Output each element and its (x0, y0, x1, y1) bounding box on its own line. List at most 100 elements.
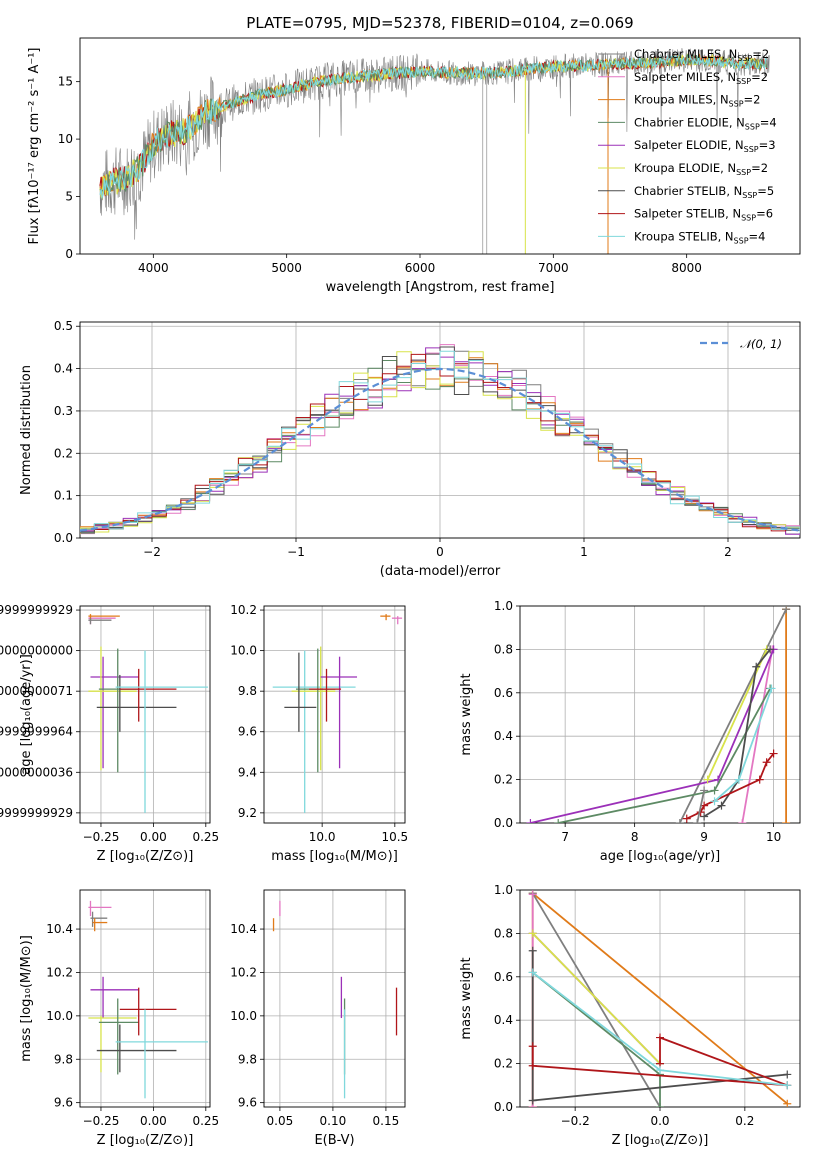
age_mass_weight-xtick-label: 9 (700, 830, 708, 844)
mass_vs_Z-frame (79, 889, 211, 1108)
mass-weight-marker (734, 775, 743, 784)
age_vs_mass-ytick-label: 9.2 (238, 806, 257, 820)
Z_mass_weight-xtick-label: 0.2 (735, 1114, 754, 1128)
spectrum-xtick-label: 5000 (271, 261, 302, 275)
spectrum-lines (99, 48, 770, 254)
mass_vs_ebv-ytick-label: 10.2 (230, 965, 257, 979)
residuals-ytick-label: 0.0 (54, 531, 73, 545)
mass-weight-line (741, 649, 774, 823)
mass_vs_ebv-xtick-label: 0.10 (320, 1114, 347, 1128)
spectrum-panel: 4000 5000 6000 7000 8000 0 5 10 15 wavelength [An… (27, 37, 801, 295)
legend-entry: Salpeter MILES, NSSP=2 (634, 70, 768, 86)
mass-weight-marker (755, 775, 764, 784)
Z_mass_weight-ytick-label: 0.8 (494, 926, 513, 940)
age_vs_Z-ylabel: age [log₁₀(age/yr)] (19, 654, 34, 775)
mass_vs_Z-xtick-label: 0.25 (192, 1114, 219, 1128)
mass-weight-marker (528, 968, 537, 977)
age_vs_Z-ytick-label: 9.59999999999999964 (0, 725, 73, 739)
mass-weight-marker (528, 1042, 537, 1051)
mass_vs_ebv-points (272, 900, 398, 1099)
mass-weight-marker (782, 819, 791, 823)
mass_vs_Z-ytick-label: 10.0 (46, 1009, 73, 1023)
age_mass_weight-xtick-label: 8 (631, 830, 639, 844)
mass-weight-marker (700, 812, 709, 821)
Z_mass_weight-panel: −0.2 0.0 0.2 0.0 0.2 0.4 0.6 0.8 1.0 Z [log₁₀(Z/Z… (459, 883, 801, 1148)
age_mass_weight-ytick-label: 0.8 (494, 642, 513, 656)
age_mass_weight-ylabel: mass weight (459, 673, 474, 755)
spectrum-ytick-label: 0 (65, 247, 73, 261)
mass_vs_ebv-ytick-label: 9.8 (238, 1052, 257, 1066)
mass_vs_Z-ylabel: mass [log₁₀(M/M⊙)] (19, 935, 34, 1062)
legend-entry: Salpeter ELODIE, NSSP=3 (634, 138, 776, 154)
Z_mass_weight-lines (528, 890, 792, 1107)
mass-weight-marker (710, 786, 719, 795)
Z_mass_weight-ytick-label: 0.6 (494, 970, 513, 984)
mass-weight-marker (656, 1103, 664, 1107)
mass-weight-marker (656, 1033, 664, 1042)
mass_vs_Z-xtick-label: 0.00 (140, 1114, 167, 1128)
age_vs_Z-frame (79, 605, 211, 824)
age_vs_Z-xtick-label: 0.00 (140, 830, 167, 844)
age_mass_weight-ytick-label: 0.0 (494, 816, 513, 830)
age_vs_mass-points (272, 614, 403, 813)
legend-entry: Kroupa ELODIE, NSSP=2 (634, 161, 768, 177)
age_vs_Z-points (88, 614, 208, 813)
mass-weight-marker (528, 929, 537, 938)
model-spectrum-line (99, 54, 768, 200)
mass_vs_Z-points (88, 900, 208, 1099)
age_vs_Z-ytick-label: 10.19999999999999929 (0, 603, 73, 617)
residual-histograms (80, 344, 800, 535)
age_mass_weight-panel: 7 8 9 10 0.0 0.2 0.4 0.6 0.8 1.0 age [log₁₀(age/yr… (459, 599, 801, 864)
mass-weight-marker (717, 801, 726, 810)
Z_mass_weight-xtick-label: −0.2 (561, 1114, 590, 1128)
mass-weight-line (532, 932, 661, 1065)
mass_vs_ebv-xtick-label: 0.15 (373, 1114, 400, 1128)
Z_mass_weight-xtick-label: 0.0 (650, 1114, 669, 1128)
legend-entry: Chabrier MILES, NSSP=2 (634, 47, 769, 63)
age_vs_Z-xlabel: Z [log₁₀(Z/Z⊙)] (97, 849, 194, 864)
mass_vs_ebv-frame (263, 889, 406, 1108)
age_mass_weight-lines (526, 606, 791, 823)
age_vs_mass-ytick-label: 9.4 (238, 765, 257, 779)
mass_vs_ebv-ytick-label: 9.6 (238, 1096, 257, 1110)
mass-weight-marker (528, 890, 537, 899)
age_vs_Z-panel: −0.25 0.00 0.25 9.19999999999999929 9.400000… (0, 603, 219, 864)
residuals-ytick-label: 0.4 (54, 362, 73, 376)
residuals-panel: −2 −1 0 1 2 0.0 0.1 0.2 0.3 0.4 0.5 (data-model)/er… (19, 319, 801, 579)
legend-entry: Kroupa STELIB, NSSP=4 (634, 229, 765, 245)
age_vs_mass-xtick-label: 10.5 (381, 830, 408, 844)
mass_vs_ebv-xlabel: E(B-V) (314, 1133, 354, 1148)
age_vs_Z-ytick-label: 10.00000000000000000 (0, 644, 73, 658)
spectrum-xtick-label: 4000 (138, 261, 169, 275)
mass-weight-marker (783, 1081, 792, 1090)
spectrum-ytick-label: 15 (58, 75, 73, 89)
age_mass_weight-ytick-label: 0.2 (494, 773, 513, 787)
Z_mass_weight-ytick-label: 0.0 (494, 1100, 513, 1114)
mass-weight-marker (738, 819, 747, 823)
mass_vs_Z-ytick-label: 10.2 (46, 965, 73, 979)
residuals-xtick-label: −2 (143, 545, 161, 559)
mass-weight-marker (762, 758, 771, 767)
mass-weight-marker (783, 1099, 792, 1107)
spectrum-xtick-label: 7000 (538, 261, 569, 275)
mass-weight-line (531, 892, 661, 1107)
age_mass_weight-ytick-label: 0.6 (494, 686, 513, 700)
residual-histogram-step (80, 350, 800, 534)
residuals-xtick-label: 1 (580, 545, 588, 559)
age_vs_Z-ytick-label: 9.19999999999999929 (0, 806, 73, 820)
spectrum-ytick-label: 10 (58, 132, 73, 146)
Z_mass_weight-ytick-label: 1.0 (494, 883, 513, 897)
mass-weight-marker (528, 1096, 537, 1105)
age_vs_mass-xtick-label: 10.0 (309, 830, 336, 844)
mass_vs_ebv-panel: 0.05 0.10 0.15 9.6 9.8 10.0 10.2 10.4 E(B-V) (230, 889, 406, 1148)
mass_vs_Z-ytick-label: 9.6 (54, 1096, 73, 1110)
spectrum-xlabel: wavelength [Angstrom, rest frame] (326, 280, 555, 295)
Z_mass_weight-xlabel: Z [log₁₀(Z/Z⊙)] (612, 1133, 709, 1148)
mass_vs_Z-ytick-label: 10.4 (46, 922, 73, 936)
spectrum-ytick-label: 5 (65, 190, 73, 204)
age_mass_weight-xtick-label: 10 (766, 830, 781, 844)
spectrum-frame (79, 37, 801, 255)
age_vs_Z-xtick-label: 0.25 (192, 830, 219, 844)
age_mass_weight-ytick-label: 1.0 (494, 599, 513, 613)
